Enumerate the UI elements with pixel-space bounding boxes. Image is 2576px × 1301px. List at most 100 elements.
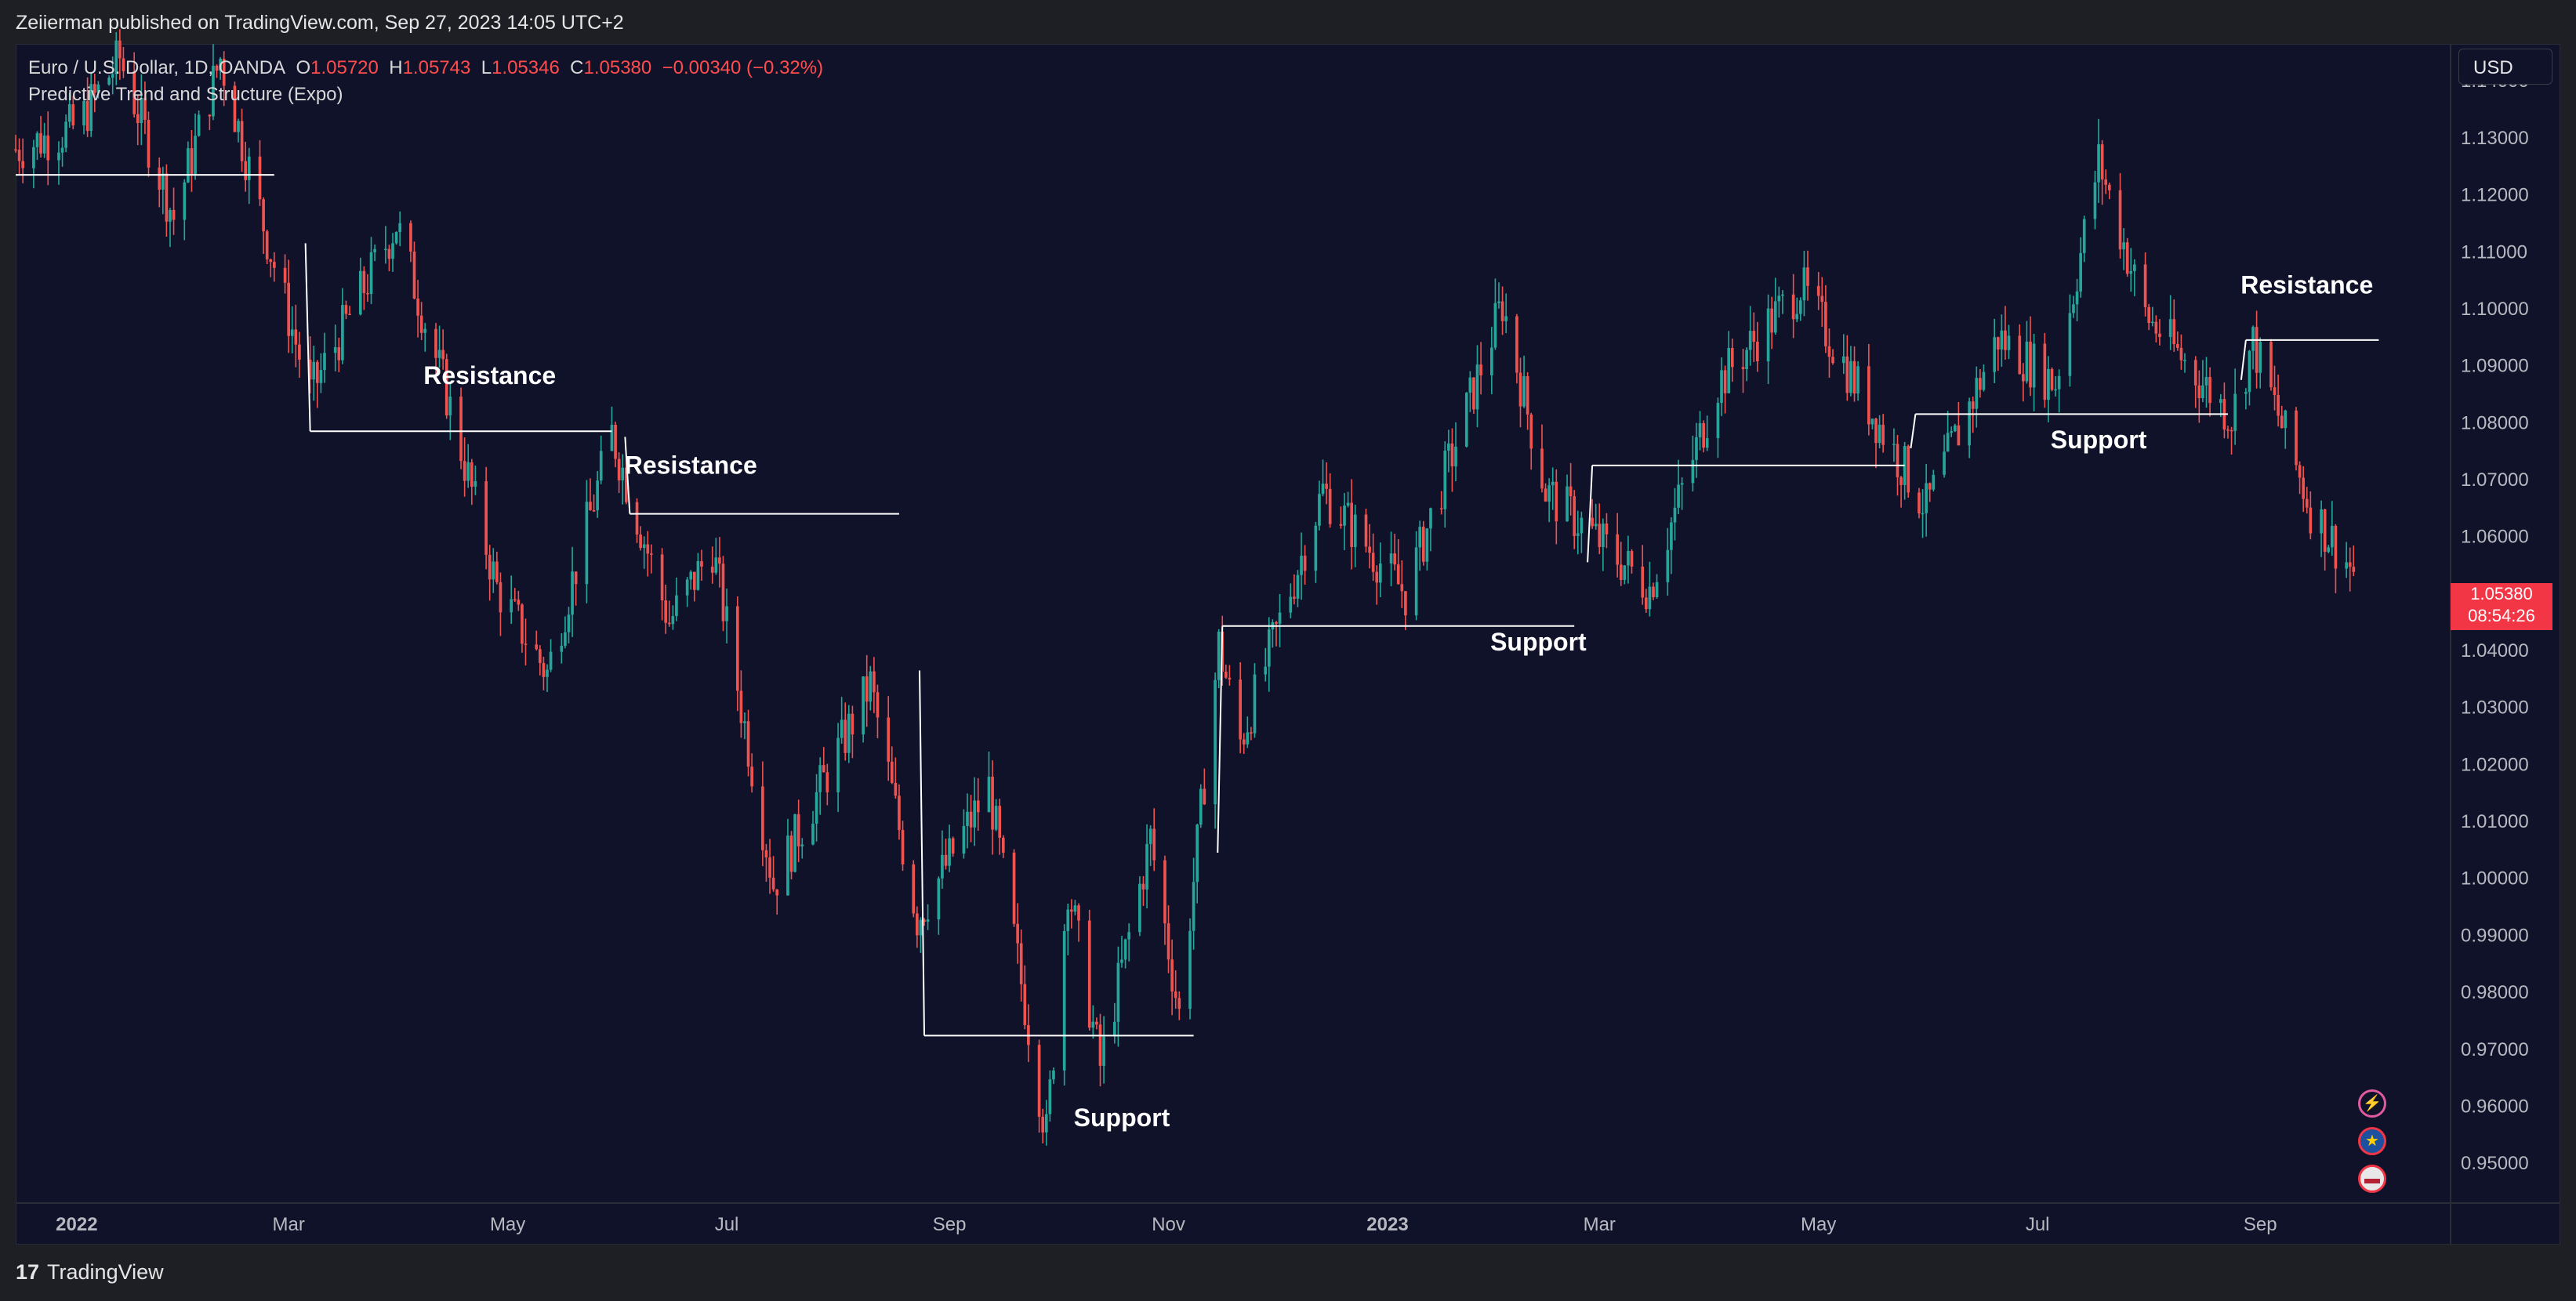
candle-body [818,765,822,792]
currency-button[interactable]: USD [2458,49,2552,85]
candle-body [212,65,215,117]
candle-body [735,606,739,691]
candle-body [434,328,437,358]
candle-body [2143,264,2147,307]
candle-body [258,156,262,200]
candle-body [244,161,248,180]
open-label: O [296,57,311,78]
candle-body [423,328,427,333]
candle-body [2158,333,2161,337]
candle-body [926,919,930,922]
candle-body [2295,410,2298,466]
candle-body [743,721,746,723]
candle-body [1907,446,1910,493]
candle-body [1856,366,1859,394]
candle-body [1670,522,1673,550]
low-label: L [481,57,492,78]
candle-body [222,58,226,86]
candle-body [1077,905,1080,921]
candle-body [1098,1024,1102,1066]
candle-body [1522,376,1526,407]
candle-body [1544,488,1547,502]
candle-body [1576,533,1580,536]
candle-body [919,919,923,936]
indicator-name[interactable]: Predictive Trend and Structure (Expo) [28,84,343,105]
candle-body [1727,348,1731,393]
tradingview-logo-icon: 17 [16,1260,40,1284]
candle-body [1475,364,1479,410]
candle-body [639,535,642,549]
candle-body [1892,444,1896,445]
eu-flag-icon[interactable]: ★ [2358,1127,2386,1155]
candle-body [1566,486,1569,522]
x-tick-label: 2023 [1366,1214,1408,1235]
candle-body [1350,502,1354,548]
candle-body [1163,860,1166,924]
candle-body [635,502,639,535]
candle-body [287,282,290,336]
candle-body [624,467,628,502]
candle-body [1145,843,1148,890]
candlestick-chart[interactable]: Resistance Resistance Support Support Suppor… [0,0,2576,1245]
tradingview-brand[interactable]: 17 TradingView [16,1260,164,1285]
candle-body [2309,507,2313,534]
bar-countdown: 08:54:26 [2468,606,2535,625]
candle-body [2007,335,2011,350]
candle-body [1752,331,1756,342]
us-flag-icon[interactable]: ▬ [2358,1165,2386,1193]
last-price-label: 1.05380 08:54:26 [2451,583,2552,630]
candle-body [1547,485,1551,502]
candle-body [596,480,599,511]
candle-body [2197,385,2201,399]
y-tick-label: 1.12000 [2461,185,2529,206]
candle-body [1170,959,1174,992]
candle-body [1831,357,1834,364]
chart-panel[interactable] [16,44,2560,1245]
candle-body [1917,492,1921,514]
candle-body [1450,443,1454,467]
candle-body [2129,271,2133,274]
candle-body [358,270,362,315]
candle-body [2219,399,2222,404]
level-connector [1587,465,1594,563]
candle-body [862,676,865,735]
candle-body [1429,508,1432,529]
candle-body [1177,998,1181,1009]
level-label: Resistance [625,451,757,480]
candle-body [1246,732,1250,745]
time-axis[interactable]: 2022 Mar May Jul Sep Nov 2023 Mar May Jul Sep [56,1214,2277,1235]
candle-body [725,606,728,622]
candle-body [2104,179,2108,185]
y-tick-label: 1.13000 [2461,128,2529,149]
candle-body [1648,586,1652,610]
y-tick-label: 1.09000 [2461,356,2529,377]
candle-body [143,97,147,120]
lightning-icon[interactable]: ⚡ [2358,1089,2386,1118]
candle-body [1087,920,1091,1028]
candle-body [1375,571,1379,583]
candle-body [1214,679,1217,805]
candle-body [344,305,348,314]
symbol-name[interactable]: Euro / U.S. Dollar, 1D, OANDA [28,57,286,78]
close-value: 1.05380 [583,57,652,78]
candle-body [994,806,998,830]
y-tick-label: 0.99000 [2461,925,2529,946]
candle-body [1573,496,1576,536]
candle-body [463,461,466,481]
candle-body [1303,556,1307,571]
candle-body [739,690,743,723]
chart-legend: Euro / U.S. Dollar, 1D, OANDA O1.05720 H… [28,55,823,108]
candle-body [441,350,444,360]
level-label: Support [1490,628,1587,656]
open-value: 1.05720 [310,57,379,78]
y-tick-label: 1.01000 [2461,811,2529,832]
candle-body [1378,563,1382,583]
candle-body [42,135,46,154]
candle-body [2320,509,2323,534]
candle-body [1652,586,1655,597]
candle-body [2072,304,2075,313]
candle-body [1899,477,1903,485]
ohlc-line: Euro / U.S. Dollar, 1D, OANDA O1.05720 H… [28,55,823,82]
candle-body [937,878,941,920]
candle-body [1996,337,2000,350]
